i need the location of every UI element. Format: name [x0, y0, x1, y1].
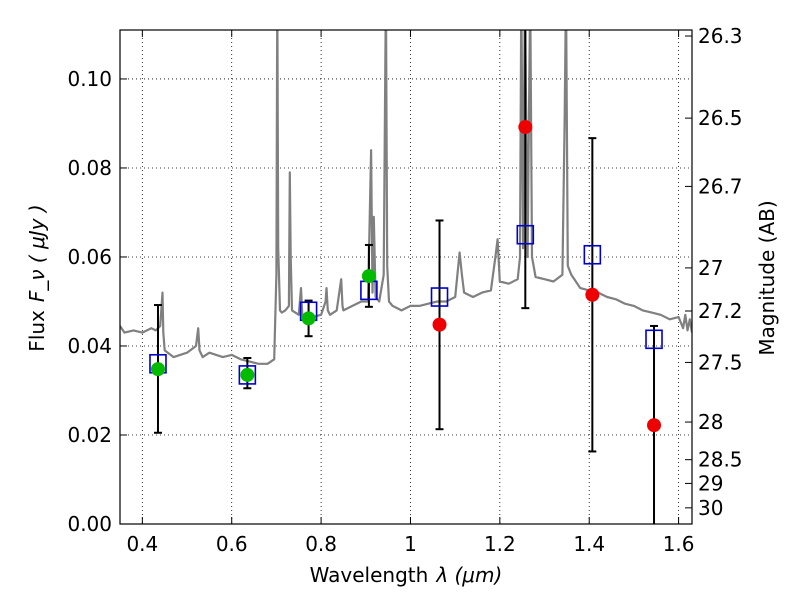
data-point-marker	[432, 317, 447, 332]
data-point-marker	[361, 269, 376, 284]
y-tick-label: 0.06	[67, 245, 112, 269]
plot-background	[120, 30, 692, 524]
plot-frame	[119, 29, 693, 525]
y2-tick-label: 26.5	[698, 106, 743, 130]
y2-tick-label: 30	[698, 496, 723, 520]
x-tick-label: 0.8	[305, 532, 337, 556]
x-axis-label: Wavelength λ (μm)	[310, 563, 503, 587]
model-square-marker	[238, 365, 257, 385]
y-tick-label: 0.00	[67, 512, 112, 536]
marker-layer	[149, 120, 663, 433]
tick-layer: 0.4 0.6 0.8 1 1.2 1.4 1.6 0.00 0.02 0.04 0.06 0.08 0…	[67, 24, 742, 556]
y-axis-label-math: F_ν ( μJy )	[25, 204, 49, 302]
data-point-marker	[301, 311, 316, 326]
data-point-marker	[585, 287, 600, 302]
y-tick-label: 0.04	[67, 334, 112, 358]
data-point-marker	[647, 418, 662, 433]
y-tick-label: 0.10	[67, 67, 112, 91]
x-tick-label: 0.4	[126, 532, 158, 556]
x-axis-label-math: λ (μm)	[435, 563, 502, 587]
y2-tick-label: 29	[698, 471, 723, 495]
model-square-marker	[645, 329, 663, 350]
label-layer: Wavelength λ (μm) Flux F_ν ( μJy ) Magnitu…	[25, 200, 779, 587]
data-point-marker	[150, 362, 165, 377]
y2-axis-label: Magnitude (AB)	[755, 200, 779, 355]
data-point-marker	[518, 120, 533, 135]
y2-tick-label: 26.3	[698, 24, 743, 48]
y2-tick-label: 28	[698, 410, 723, 434]
x-tick-label: 0.6	[216, 532, 248, 556]
y2-tick-label: 27.2	[698, 299, 743, 323]
y-axis-label: Flux F_ν ( μJy )	[25, 204, 49, 351]
y2-tick-label: 27	[698, 256, 723, 280]
y2-tick-label: 26.7	[698, 174, 743, 198]
data-point-marker	[240, 367, 255, 382]
y2-tick-label: 28.5	[698, 448, 743, 472]
x-tick-label: 1.4	[573, 532, 605, 556]
model-square-marker	[430, 287, 449, 307]
y-tick-label: 0.02	[67, 423, 112, 447]
y-axis-label-text: Flux	[25, 310, 49, 352]
x-tick-label: 1	[404, 532, 417, 556]
spectrum-line	[120, 30, 692, 365]
spectrum-layer	[120, 30, 692, 365]
y2-tick-label: 27.5	[698, 350, 743, 374]
model-square-marker	[583, 244, 602, 265]
x-axis-label-text: Wavelength	[310, 563, 429, 587]
x-tick-label: 1.2	[484, 532, 516, 556]
model-square-marker	[516, 224, 535, 245]
x-tick-label: 1.6	[663, 532, 695, 556]
y-tick-label: 0.08	[67, 156, 112, 180]
